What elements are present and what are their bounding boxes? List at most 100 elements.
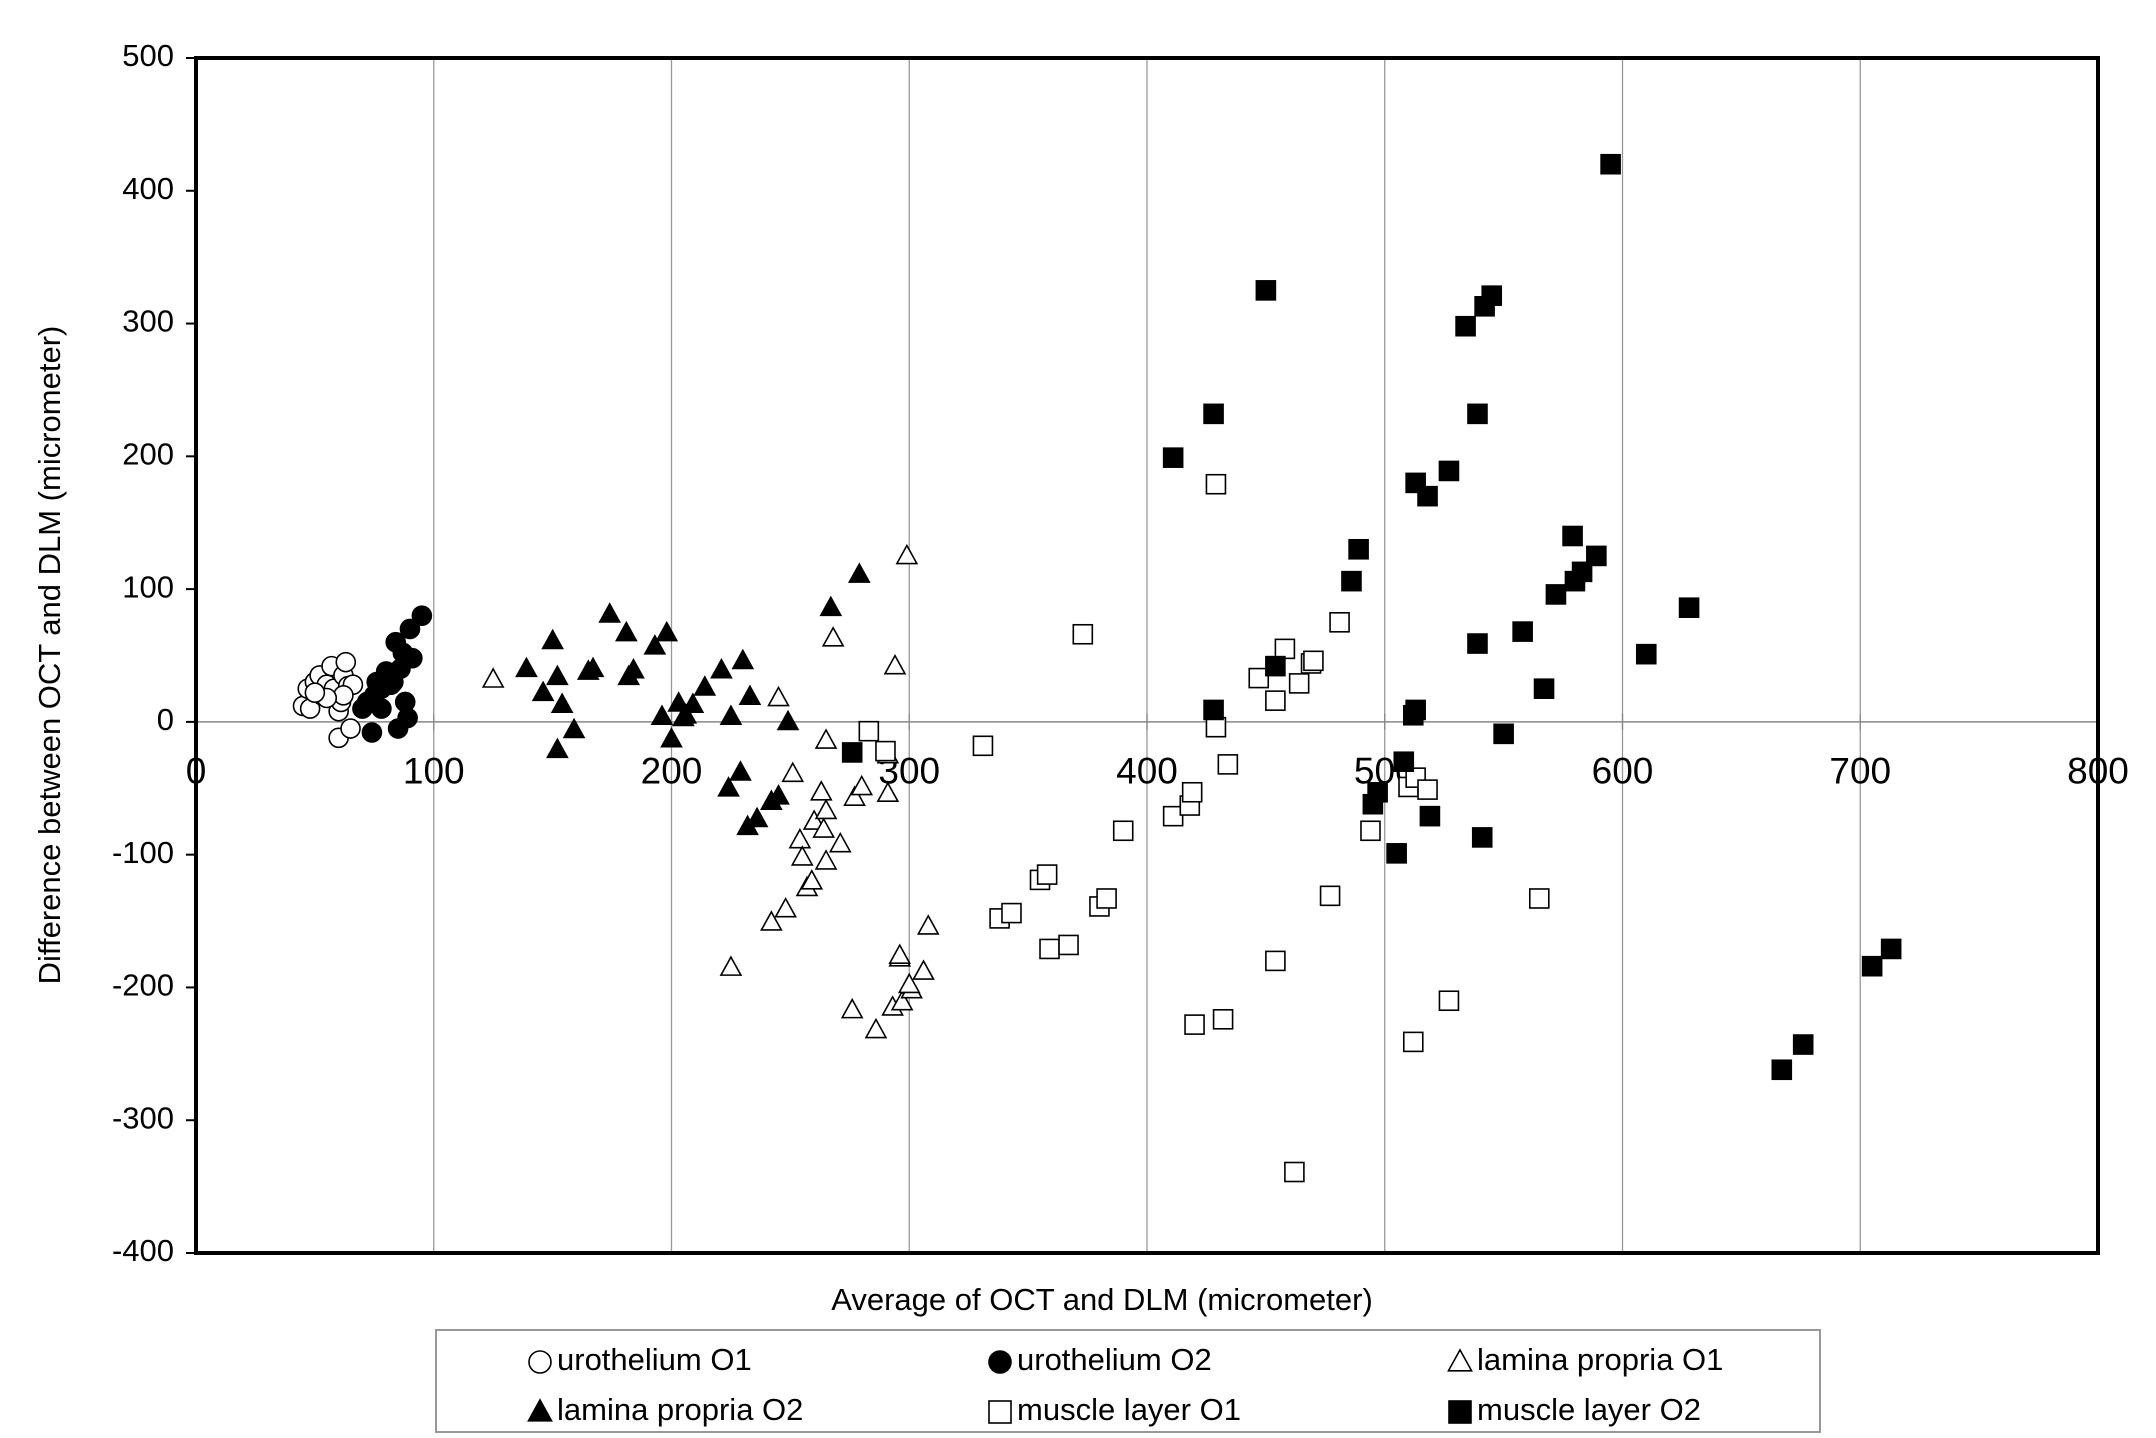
marker xyxy=(674,703,698,724)
legend-label: urothelium O1 xyxy=(557,1342,752,1377)
marker xyxy=(1284,1161,1305,1183)
marker xyxy=(1319,885,1341,907)
marker xyxy=(1455,315,1476,337)
marker xyxy=(1386,843,1407,864)
marker xyxy=(1248,667,1270,689)
marker xyxy=(1072,623,1094,645)
legend-marker xyxy=(527,1398,553,1422)
marker xyxy=(335,651,357,673)
marker xyxy=(361,722,383,743)
marker xyxy=(1184,1014,1205,1035)
marker xyxy=(681,692,705,714)
marker xyxy=(1393,751,1415,773)
marker xyxy=(828,831,852,853)
marker xyxy=(1467,403,1488,425)
legend-marker xyxy=(1448,1400,1472,1424)
marker xyxy=(1771,1059,1793,1081)
marker xyxy=(814,728,838,749)
marker xyxy=(1419,805,1441,827)
marker xyxy=(1635,643,1657,665)
marker xyxy=(1417,779,1438,800)
marker xyxy=(622,658,645,679)
marker xyxy=(402,647,423,669)
marker xyxy=(897,972,921,994)
marker xyxy=(895,543,919,565)
marker xyxy=(1303,650,1324,672)
marker xyxy=(841,742,863,763)
marker xyxy=(1203,699,1224,721)
marker xyxy=(767,784,790,805)
marker xyxy=(693,675,717,696)
marker xyxy=(1467,633,1488,654)
marker xyxy=(719,704,743,725)
marker xyxy=(1880,938,1902,960)
marker xyxy=(614,620,638,642)
x-tick-label: 600 xyxy=(1592,751,1654,792)
plot-frame xyxy=(194,56,2100,1255)
y-axis-label: Difference between OCT and DLM (micromet… xyxy=(32,326,67,985)
marker xyxy=(383,671,404,693)
marker xyxy=(843,785,866,806)
marker xyxy=(1203,403,1224,425)
marker xyxy=(1678,597,1700,619)
marker xyxy=(888,943,912,964)
marker xyxy=(546,737,569,759)
marker xyxy=(1571,561,1593,583)
marker xyxy=(781,761,805,783)
marker xyxy=(1438,460,1460,482)
marker xyxy=(1205,473,1227,495)
marker xyxy=(883,654,907,675)
y-tick-label: 500 xyxy=(122,38,174,73)
marker xyxy=(340,718,361,739)
x-axis-label: Average of OCT and DLM (micrometer) xyxy=(831,1282,1373,1317)
marker xyxy=(1162,805,1184,827)
marker xyxy=(562,717,586,739)
marker xyxy=(643,634,667,655)
marker xyxy=(1039,938,1060,960)
x-tick-label: 100 xyxy=(403,751,465,792)
marker xyxy=(411,605,433,626)
marker xyxy=(738,684,762,706)
marker xyxy=(304,682,326,703)
legend-marker xyxy=(988,1400,1012,1424)
marker xyxy=(1360,820,1381,842)
marker xyxy=(912,959,935,980)
marker xyxy=(1586,545,1607,567)
y-tick-label: -200 xyxy=(112,968,174,1003)
marker xyxy=(581,656,605,678)
y-tick-label: 300 xyxy=(122,304,174,339)
legend-label: urothelium O2 xyxy=(1017,1342,1212,1377)
marker xyxy=(1528,888,1550,909)
y-tick-label: -400 xyxy=(112,1233,174,1268)
marker xyxy=(717,776,740,797)
marker xyxy=(774,897,797,918)
y-tick-label: -100 xyxy=(112,835,174,870)
marker xyxy=(371,698,392,719)
marker xyxy=(858,720,880,742)
x-tick-label: 200 xyxy=(641,751,703,792)
marker xyxy=(1405,699,1426,721)
marker xyxy=(767,685,790,707)
legend-marker xyxy=(1447,1348,1473,1372)
marker xyxy=(710,658,733,679)
marker xyxy=(1181,781,1203,803)
y-tick-label: -300 xyxy=(112,1100,174,1135)
x-tick-label: 700 xyxy=(1829,751,1891,792)
y-tick-label: 0 xyxy=(157,702,174,737)
marker xyxy=(1348,538,1369,560)
marker xyxy=(1265,950,1286,972)
marker xyxy=(1274,638,1296,660)
marker xyxy=(731,648,755,670)
marker xyxy=(814,798,838,820)
marker xyxy=(531,680,555,702)
marker xyxy=(1861,955,1883,977)
marker xyxy=(864,1017,888,1039)
marker xyxy=(890,989,914,1011)
marker xyxy=(1265,655,1286,677)
marker xyxy=(1341,570,1362,592)
marker xyxy=(1265,690,1286,711)
marker xyxy=(399,618,421,640)
marker xyxy=(745,806,769,828)
marker xyxy=(397,707,418,729)
marker xyxy=(840,997,864,1019)
